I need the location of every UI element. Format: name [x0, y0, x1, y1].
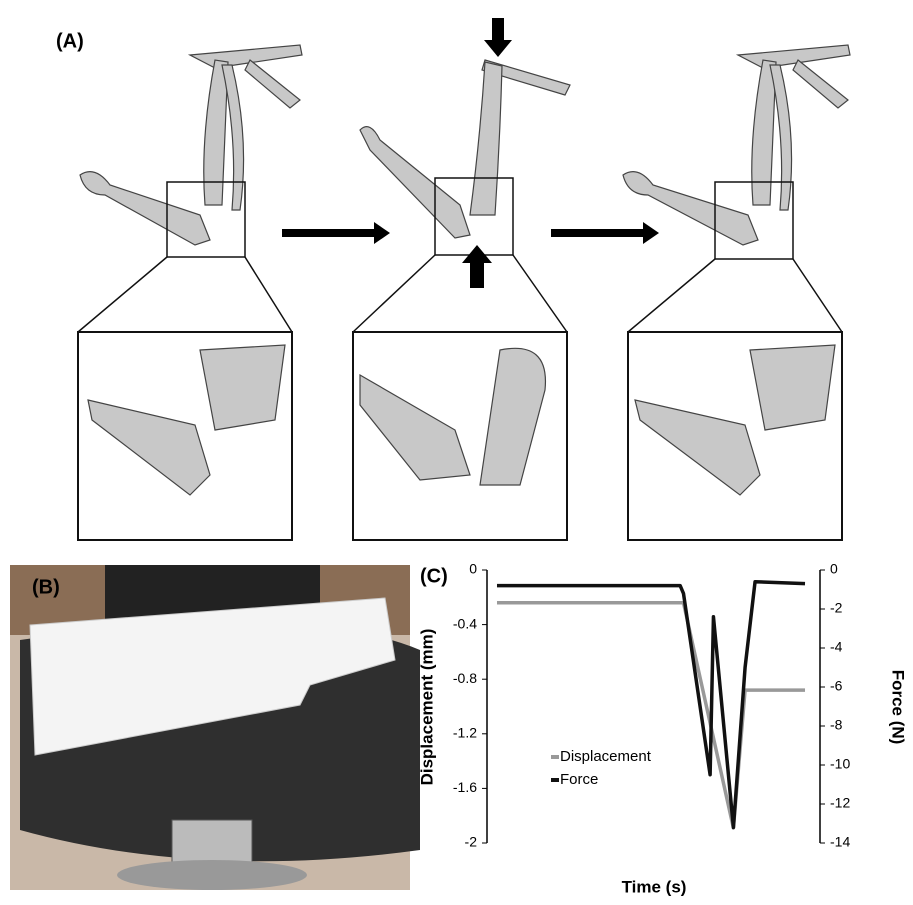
series-line — [497, 603, 805, 828]
panel-label: (B) — [32, 576, 60, 598]
panel-b-photo: (B) — [10, 565, 420, 890]
panel-label: (C) — [420, 565, 448, 587]
zoom-boxes — [78, 332, 842, 540]
y2-tick-label: -14 — [830, 834, 850, 850]
y2-tick-label: -12 — [830, 795, 850, 811]
y-axis-label: Displacement (mm) — [417, 629, 436, 786]
bone-sequence — [80, 45, 850, 259]
zoom-lines — [78, 255, 842, 332]
y2-axis-label: Force (N) — [889, 670, 908, 745]
y-tick-label: -0.8 — [453, 670, 477, 686]
panel-a: (A) — [56, 18, 850, 540]
y-tick-label: -1.2 — [453, 725, 477, 741]
y2-tick-label: -6 — [830, 678, 843, 694]
figure: (A) — [0, 0, 913, 900]
x-axis-label: Time (s) — [622, 877, 687, 896]
y2-tick-label: -8 — [830, 717, 843, 733]
y2-tick-label: -10 — [830, 756, 850, 772]
arrows — [282, 18, 659, 288]
y2-tick-label: -2 — [830, 600, 843, 616]
panel-label: (A) — [56, 30, 84, 52]
legend-label: Displacement — [560, 748, 652, 765]
y-tick-label: -2 — [465, 834, 478, 850]
y-tick-label: 0 — [469, 561, 477, 577]
series-line — [497, 582, 805, 828]
chart: (C) Time (s) Displacement (mm) Force (N)… — [417, 561, 907, 897]
y2-tick-label: 0 — [830, 561, 838, 577]
y2-tick-label: -4 — [830, 639, 843, 655]
y-tick-label: -0.4 — [453, 615, 477, 631]
legend-label: Force — [560, 771, 598, 788]
y-tick-label: -1.6 — [453, 779, 477, 795]
